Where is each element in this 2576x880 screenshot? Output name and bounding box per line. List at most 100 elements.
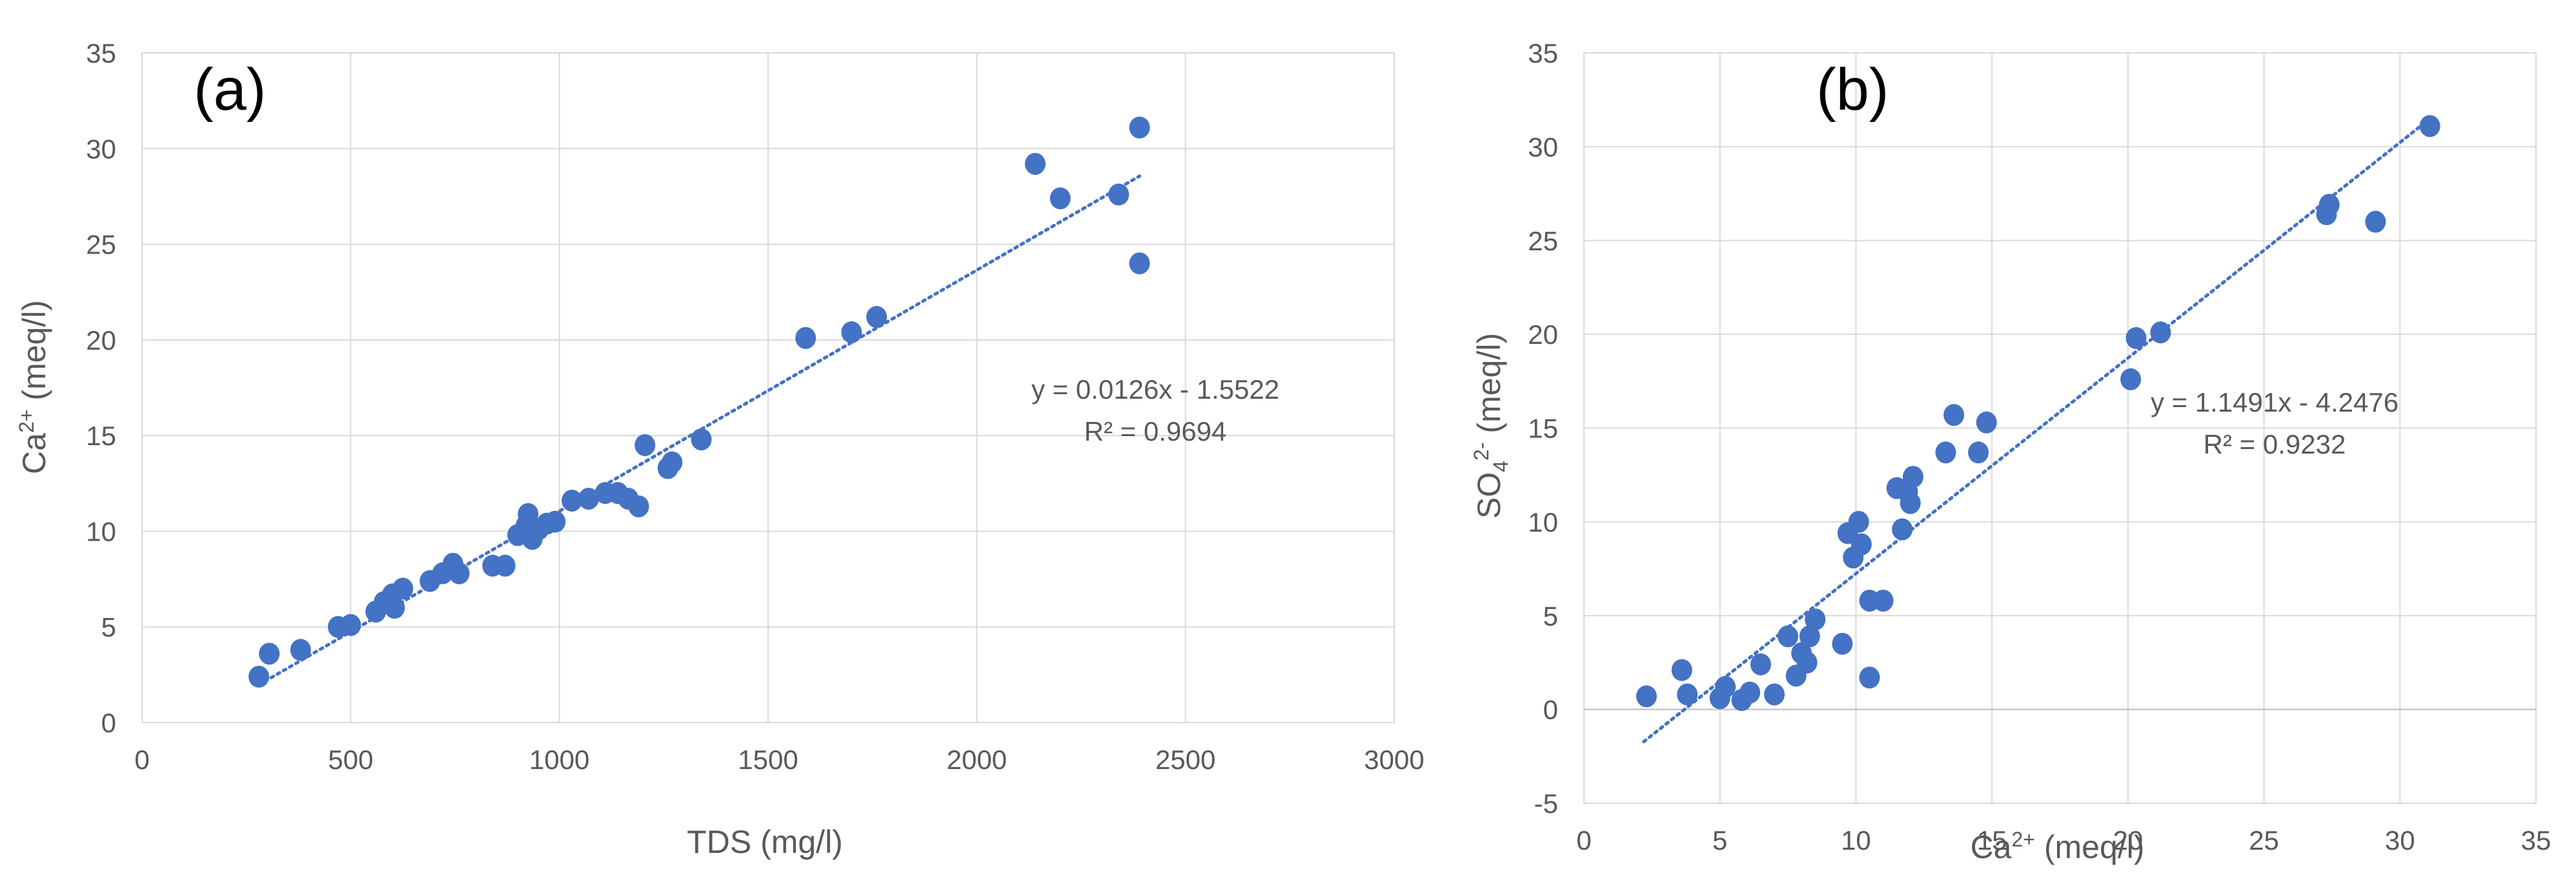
- data-point: [1968, 441, 1989, 464]
- panel-label: (b): [1816, 57, 1889, 123]
- data-point: [1805, 608, 1826, 631]
- x-axis-title: Ca2+ (meq/l): [1971, 828, 2145, 865]
- data-point: [866, 306, 887, 328]
- data-point: [1108, 183, 1130, 206]
- data-point: [662, 451, 683, 474]
- y-axis-title: SO42- (meq/l): [1470, 333, 1512, 519]
- trendline-equation: y = 0.0126x - 1.5522: [1031, 374, 1279, 405]
- data-point: [1848, 510, 1869, 533]
- data-point: [1872, 589, 1894, 612]
- y-tick-label: 0: [101, 708, 116, 738]
- data-point: [1900, 492, 1921, 514]
- data-point: [1050, 187, 1071, 210]
- x-tick-label: 30: [2385, 825, 2415, 855]
- x-tick-label: 2500: [1155, 745, 1215, 775]
- data-point: [1715, 675, 1736, 698]
- data-point: [2150, 321, 2171, 344]
- data-point: [2419, 115, 2440, 137]
- data-point: [1636, 685, 1657, 708]
- data-point: [2125, 326, 2147, 349]
- x-tick-label: 2000: [947, 745, 1007, 775]
- chart-panel-a: 0 500 1000 1500 2000 2500 3000 0 5 10 15 20 25 30 35 (a…: [15, 38, 1425, 860]
- data-point: [795, 326, 816, 349]
- panel-divider: [1452, 0, 1461, 880]
- x-tick-label: 35: [2521, 825, 2551, 855]
- y-tick-label: 10: [1528, 507, 1558, 537]
- scatter-chart-a: 0 500 1000 1500 2000 2500 3000 0 5 10 15 20 25 30 35 (a…: [15, 38, 1425, 860]
- data-point: [449, 562, 470, 585]
- data-point: [2365, 210, 2386, 233]
- data-point: [1832, 632, 1853, 655]
- y-tick-label: 30: [1528, 132, 1558, 162]
- y-tick-label: 5: [101, 612, 116, 643]
- data-point: [2120, 368, 2142, 390]
- r-squared-label: R² = 0.9232: [2204, 429, 2346, 459]
- y-tick-label: 15: [86, 421, 116, 451]
- data-point: [1671, 659, 1692, 681]
- x-tick-label: 20: [2113, 825, 2143, 855]
- data-point: [290, 639, 311, 661]
- data-point: [340, 614, 361, 636]
- data-point: [1796, 651, 1818, 674]
- data-point: [634, 434, 656, 456]
- data-point: [1024, 153, 1046, 175]
- y-tick-label: 20: [1528, 319, 1558, 350]
- x-tick-label: 500: [328, 745, 373, 775]
- y-axis-title: Ca2+ (meq/l): [15, 300, 52, 474]
- x-tick-label: 3000: [1364, 745, 1424, 775]
- y-tick-label: 35: [86, 38, 116, 68]
- data-point: [2318, 194, 2340, 216]
- data-point: [1799, 625, 1820, 648]
- data-point: [1129, 116, 1150, 139]
- trendline-equation: y = 1.1491x - 4.2476: [2151, 387, 2399, 417]
- data-point: [259, 643, 280, 665]
- y-tick-label: -5: [1534, 788, 1558, 819]
- data-point: [1677, 683, 1698, 706]
- data-point: [545, 510, 566, 533]
- data-point: [628, 495, 649, 517]
- data-point: [248, 665, 270, 688]
- y-tick-label: 5: [1543, 601, 1558, 631]
- r-squared-label: R² = 0.9694: [1084, 416, 1227, 446]
- data-point: [518, 503, 539, 525]
- data-point: [1739, 681, 1761, 704]
- x-tick-label: 0: [134, 745, 149, 775]
- data-point: [1750, 653, 1771, 675]
- y-tick-label: 30: [86, 134, 116, 164]
- data-point: [1764, 683, 1785, 706]
- x-tick-label: 10: [1841, 825, 1871, 855]
- data-point: [1943, 404, 1965, 426]
- data-point: [494, 554, 516, 577]
- data-point: [1976, 411, 1997, 434]
- data-point: [384, 597, 405, 619]
- data-point: [841, 321, 862, 343]
- data-point: [1859, 666, 1880, 689]
- data-point: [691, 428, 712, 451]
- x-tick-label: 1000: [529, 745, 589, 775]
- y-tick-label: 0: [1543, 695, 1558, 725]
- x-tick-label: 15: [1977, 825, 2007, 855]
- data-point: [1892, 518, 1913, 541]
- trendline: [257, 174, 1142, 686]
- data-point: [578, 488, 599, 510]
- x-axis-title: TDS (mg/l): [687, 824, 843, 860]
- x-tick-label: 25: [2249, 825, 2279, 855]
- data-point: [562, 489, 583, 512]
- data-point: [1851, 533, 1872, 555]
- data-point: [1935, 441, 1956, 464]
- y-tick-label: 10: [86, 516, 116, 546]
- scatter-chart-b: 0 5 10 15 20 25 30 35 -5 0 5 10 15 20 25 30 35 (b) y = 1.1…: [1470, 38, 2551, 865]
- x-tick-label: 1500: [738, 745, 798, 775]
- data-point: [1129, 252, 1150, 275]
- trendline: [1642, 117, 2432, 744]
- y-tick-label: 20: [86, 325, 116, 355]
- panel-label: (a): [194, 57, 266, 123]
- data-point: [1902, 466, 1923, 488]
- data-point: [1778, 625, 1799, 648]
- y-tick-label: 35: [1528, 38, 1558, 68]
- x-tick-label: 0: [1576, 825, 1591, 855]
- chart-panel-b: 0 5 10 15 20 25 30 35 -5 0 5 10 15 20 25 30 35 (b) y = 1.1…: [1461, 0, 2576, 880]
- data-point: [392, 577, 414, 600]
- y-tick-label: 15: [1528, 414, 1558, 444]
- y-tick-label: 25: [1528, 226, 1558, 256]
